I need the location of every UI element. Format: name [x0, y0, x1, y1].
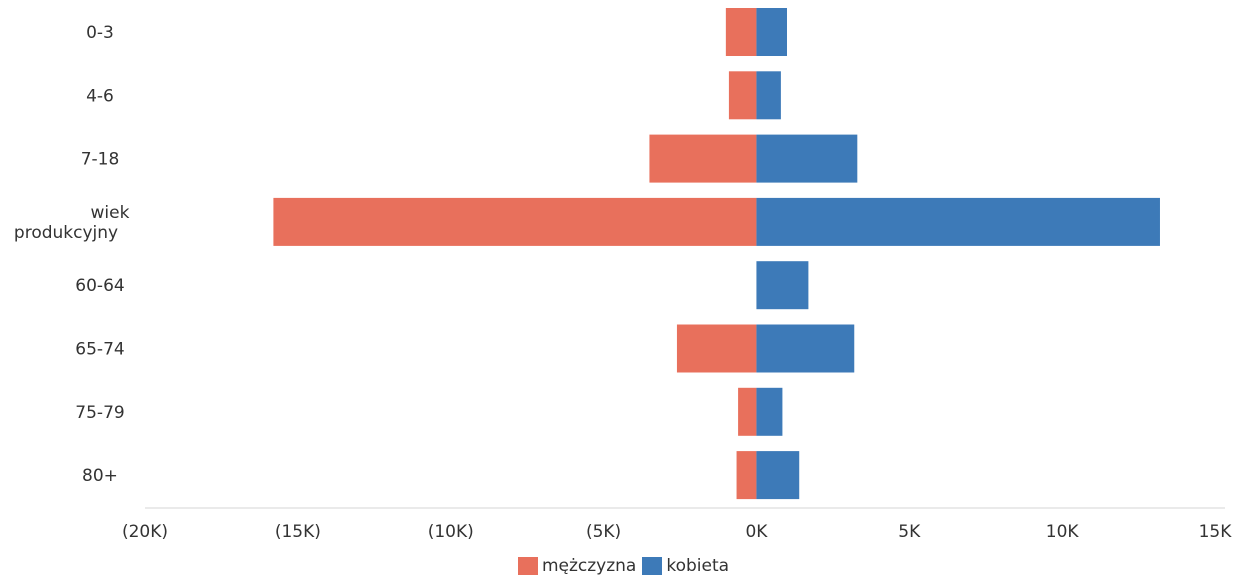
x-tick-label: 0K — [745, 522, 768, 542]
legend-swatch-kobieta — [642, 557, 662, 575]
category-label: 0-3 — [86, 23, 114, 43]
category-label: 65-74 — [75, 340, 124, 360]
bar-mezczyzna — [726, 8, 757, 56]
x-tick-label: 5K — [898, 522, 921, 542]
legend-swatch-mezczyzna — [518, 557, 538, 575]
legend: mężczyzna kobieta — [0, 556, 1247, 576]
bar-kobieta — [756, 8, 787, 56]
category-label: 75-79 — [75, 403, 124, 423]
bar-kobieta — [756, 198, 1160, 246]
category-label: 4-6 — [86, 86, 114, 106]
bar-mezczyzna — [649, 135, 756, 183]
bar-kobieta — [756, 451, 799, 499]
legend-label-mezczyzna: mężczyzna — [542, 556, 636, 576]
category-label: 7-18 — [81, 150, 120, 170]
bar-mezczyzna — [273, 198, 756, 246]
bar-kobieta — [756, 71, 780, 119]
x-tick-label: 15K — [1199, 522, 1233, 542]
legend-label-kobieta: kobieta — [666, 556, 729, 576]
x-tick-label: (20K) — [122, 522, 168, 542]
x-tick-label: 10K — [1046, 522, 1080, 542]
bar-mezczyzna — [677, 325, 756, 373]
bar-kobieta — [756, 388, 782, 436]
bar-mezczyzna — [738, 388, 756, 436]
bar-kobieta — [756, 261, 808, 309]
category-label: 60-64 — [75, 276, 124, 296]
bar-mezczyzna — [737, 451, 757, 499]
x-tick-label: (5K) — [586, 522, 621, 542]
x-tick-label: (10K) — [428, 522, 474, 542]
bar-kobieta — [756, 135, 857, 183]
bar-mezczyzna — [729, 71, 757, 119]
bar-kobieta — [756, 325, 854, 373]
category-label: wiek produkcyjny — [14, 203, 130, 243]
category-label: 80+ — [82, 466, 118, 486]
legend-item-mezczyzna: mężczyzna — [518, 556, 636, 576]
legend-item-kobieta: kobieta — [642, 556, 729, 576]
x-tick-label: (15K) — [275, 522, 321, 542]
